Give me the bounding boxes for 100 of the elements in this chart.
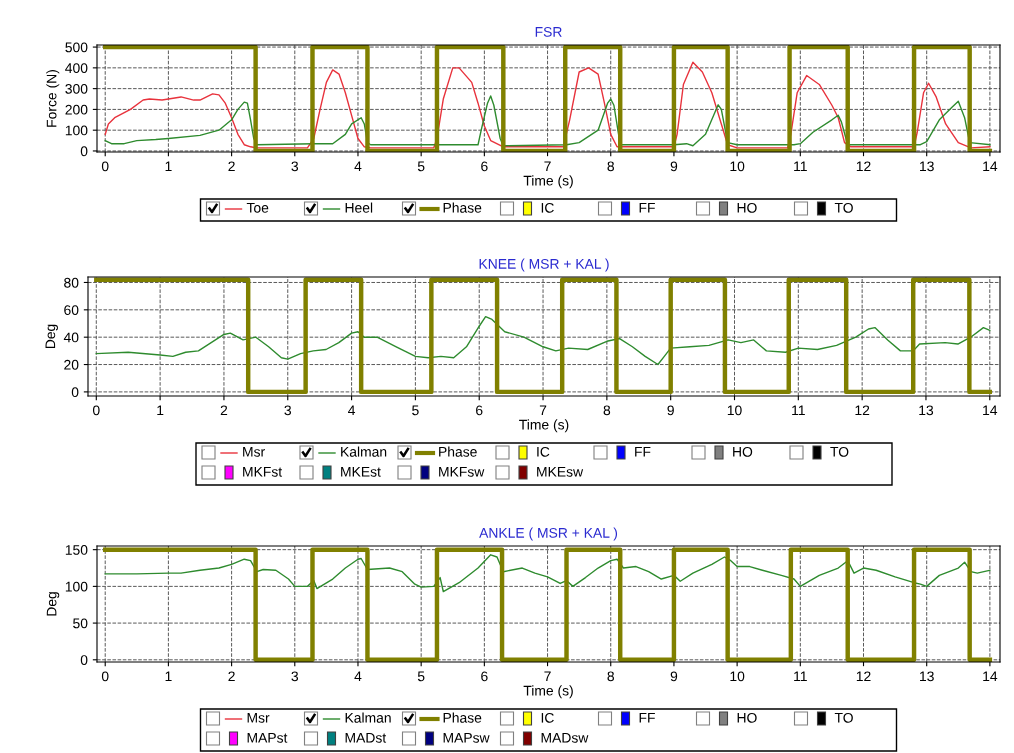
x-tick-label: 9 xyxy=(670,161,678,172)
y-tick-label: 20 xyxy=(64,359,79,370)
x-axis-title: Time (s) xyxy=(523,685,573,699)
y-axis-title: Deg xyxy=(46,592,60,616)
x-tick-label: 11 xyxy=(794,161,807,172)
x-tick-label: 6 xyxy=(481,161,488,172)
y-tick-label: 100 xyxy=(65,581,88,592)
x-tick-label: 10 xyxy=(727,405,742,416)
x-tick-label: 8 xyxy=(603,405,611,416)
x-tick-label: 14 xyxy=(983,671,998,682)
x-tick-label: 4 xyxy=(354,671,362,682)
legend-label: Kalman xyxy=(345,712,391,723)
legend-label: IC xyxy=(541,202,554,213)
x-tick-label: 13 xyxy=(920,671,934,682)
y-axis-title: Force (N) xyxy=(46,70,60,127)
y-tick-label: 60 xyxy=(64,305,79,315)
x-tick-label: 14 xyxy=(983,161,998,172)
legend-label: MAPst xyxy=(247,733,288,743)
x-tick-label: 12 xyxy=(856,161,871,172)
y-tick-label: 0 xyxy=(80,146,88,157)
x-axis-title: Time (s) xyxy=(523,175,573,189)
line-series xyxy=(95,315,991,366)
x-tick-label: 12 xyxy=(856,671,871,682)
legend-label: MADst xyxy=(345,733,387,743)
legend-label: Phase xyxy=(443,712,482,723)
x-tick-label: 12 xyxy=(855,405,870,416)
x-tick-label: 1 xyxy=(157,405,164,416)
x-tick-label: 10 xyxy=(730,161,745,172)
y-tick-label: 50 xyxy=(73,618,88,629)
legend-label: Kalman xyxy=(341,446,387,457)
legend-label: Heel xyxy=(345,202,373,213)
x-tick-label: 13 xyxy=(919,405,934,416)
line-series xyxy=(104,61,991,149)
legend-label: HO xyxy=(733,446,753,457)
legend-label: MADsw xyxy=(541,733,589,743)
legend-label: Toe xyxy=(246,203,269,213)
x-tick-label: 4 xyxy=(354,161,362,172)
legend-label: MKFsw xyxy=(439,467,485,477)
legend-label: HO xyxy=(737,712,757,723)
x-tick-label: 0 xyxy=(101,161,109,172)
x-tick-label: 10 xyxy=(730,671,745,682)
legend-label: Phase xyxy=(443,202,482,213)
x-tick-label: 6 xyxy=(476,405,483,416)
x-tick-label: 8 xyxy=(607,671,614,682)
x-tick-label: 7 xyxy=(539,405,547,416)
x-tick-label: 0 xyxy=(92,405,100,416)
x-tick-label: 0 xyxy=(101,671,109,682)
x-tick-label: 1 xyxy=(165,161,172,172)
legend-label: MKFst xyxy=(243,467,283,477)
x-tick-label: 3 xyxy=(291,161,299,172)
y-tick-label: 150 xyxy=(65,545,88,555)
x-tick-label: 2 xyxy=(220,405,228,416)
legend-label: IC xyxy=(537,446,550,457)
chart-title: FSR xyxy=(535,26,562,37)
x-tick-label: 9 xyxy=(667,405,674,416)
x-tick-label: 8 xyxy=(607,161,614,172)
legend-label: TO xyxy=(830,446,849,457)
legend-label: MAPsw xyxy=(443,733,490,743)
x-tick-label: 5 xyxy=(417,161,425,172)
y-axis-title: Deg xyxy=(45,324,58,349)
x-tick-label: 6 xyxy=(481,671,488,682)
x-tick-label: 7 xyxy=(544,671,551,682)
x-tick-label: 3 xyxy=(284,405,292,416)
line-series xyxy=(104,554,991,593)
y-tick-label: 80 xyxy=(64,277,79,288)
x-tick-label: 5 xyxy=(417,671,425,682)
legend-label: TO xyxy=(834,202,853,213)
x-tick-label: 5 xyxy=(412,405,419,416)
chart-title: ANKLE ( MSR + KAL ) xyxy=(479,527,618,541)
legend-label: TO xyxy=(834,712,853,723)
legend-label: HO xyxy=(737,202,757,213)
x-tick-label: 2 xyxy=(228,671,235,682)
x-tick-label: 11 xyxy=(792,405,805,416)
line-series xyxy=(104,95,991,147)
chart-title: KNEE ( MSR + KAL ) xyxy=(479,258,609,272)
y-tick-label: 200 xyxy=(65,104,88,115)
y-tick-label: 0 xyxy=(71,387,79,398)
y-tick-label: 40 xyxy=(63,332,79,343)
x-tick-label: 13 xyxy=(920,161,934,172)
legend-label: FF xyxy=(639,713,655,723)
legend-label: FF xyxy=(635,447,651,457)
x-axis-title: Time (s) xyxy=(519,419,569,433)
x-tick-label: 3 xyxy=(291,671,299,682)
x-tick-label: 7 xyxy=(544,161,551,172)
legend-label: Msr xyxy=(247,713,270,723)
y-tick-label: 100 xyxy=(65,125,88,136)
legend-label: MKEsw xyxy=(537,467,584,477)
y-tick-label: 400 xyxy=(65,63,88,74)
x-tick-label: 14 xyxy=(983,405,998,416)
legend-label: IC xyxy=(541,712,554,723)
x-tick-label: 2 xyxy=(228,161,235,172)
x-tick-label: 4 xyxy=(348,405,356,416)
legend-label: FF xyxy=(639,203,655,213)
x-tick-label: 9 xyxy=(670,671,678,682)
legend-label: Phase xyxy=(439,446,477,457)
y-tick-label: 0 xyxy=(80,655,88,665)
x-tick-label: 11 xyxy=(794,671,807,682)
legend-label: MKEst xyxy=(341,467,381,477)
x-tick-label: 1 xyxy=(165,671,172,682)
legend-label: Msr xyxy=(243,447,265,457)
